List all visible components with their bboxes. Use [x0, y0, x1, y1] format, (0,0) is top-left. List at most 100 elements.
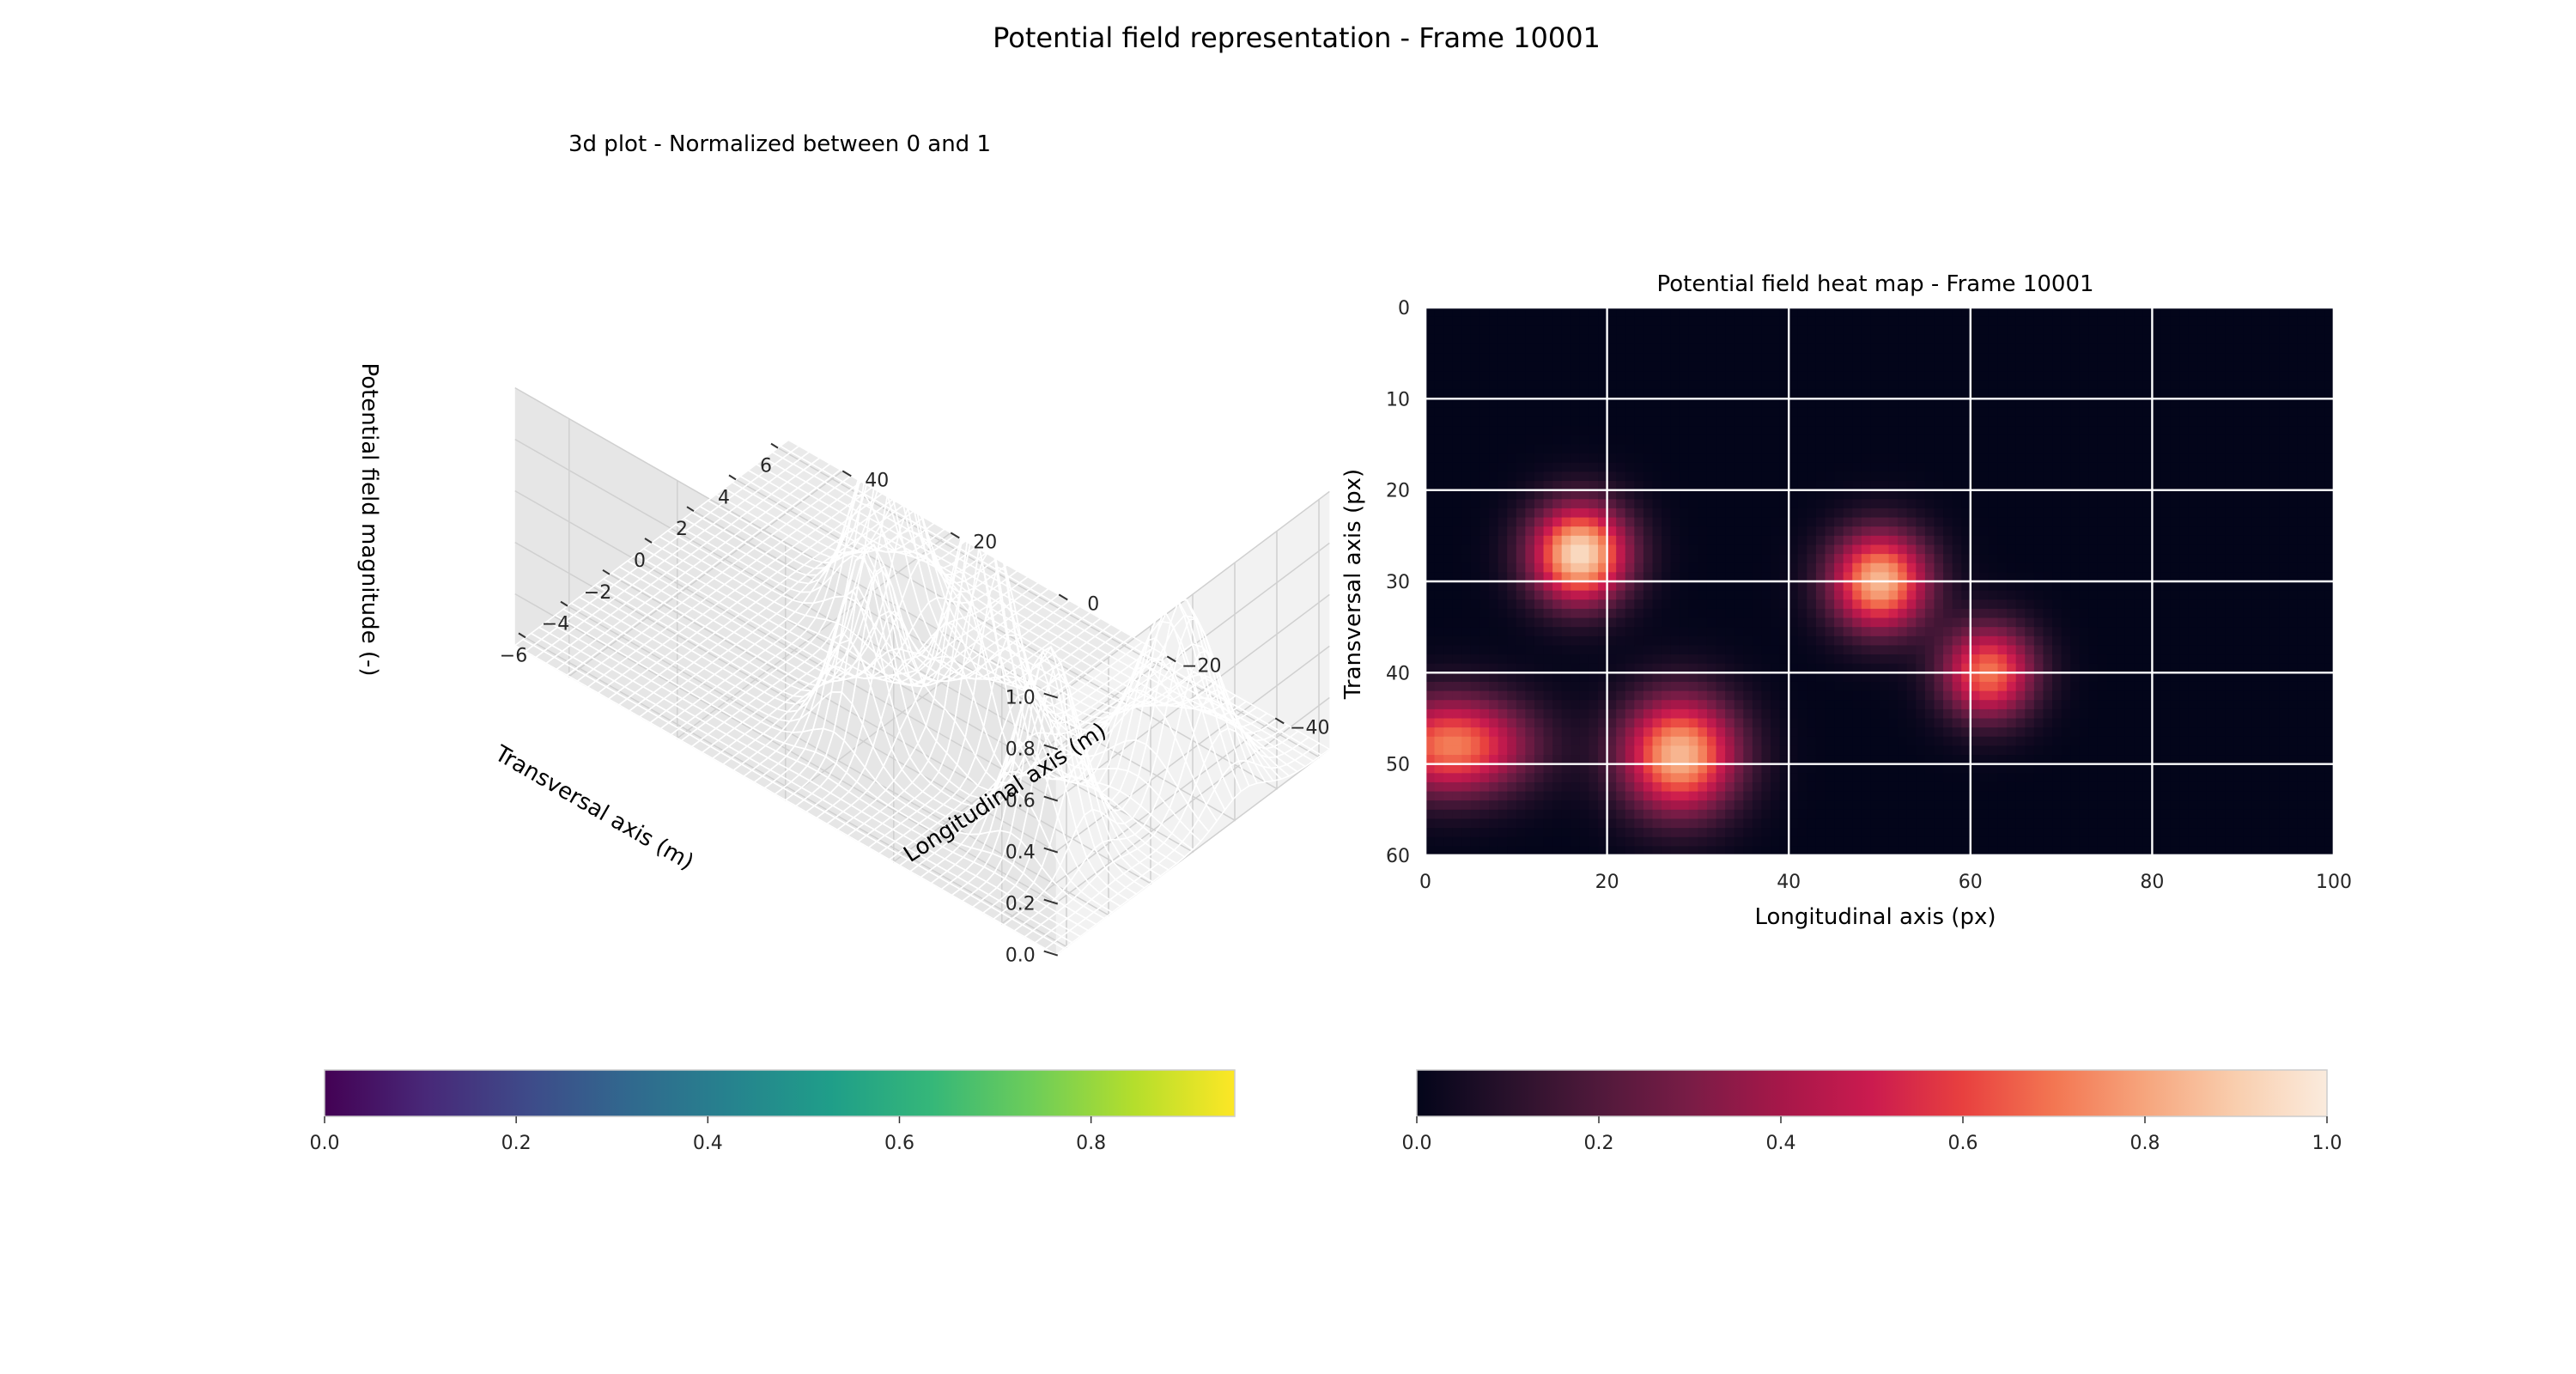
heat-cell	[1670, 435, 1680, 446]
heat-cell	[1761, 572, 1771, 582]
heat-cell	[1652, 407, 1662, 418]
heat-cell	[1688, 599, 1698, 610]
heat-cell	[1479, 627, 1490, 637]
heat-cell	[1843, 517, 1853, 527]
heat-cell	[1761, 791, 1771, 801]
heat-cell	[1698, 398, 1708, 409]
heat-cell	[1761, 663, 1771, 673]
heat-cell	[1634, 736, 1644, 746]
heat-cell	[1461, 755, 1472, 765]
heat-cell	[1734, 654, 1744, 665]
heat-cell	[1779, 307, 1789, 318]
heat-cell	[1662, 672, 1672, 683]
heat-cell	[1434, 836, 1444, 847]
heat-cell	[1525, 736, 1535, 746]
heat-cell	[1579, 708, 1590, 720]
heat-cell	[1443, 481, 1454, 491]
heat-cell	[1571, 745, 1581, 756]
heat-cell	[1571, 462, 1581, 472]
heat-cell	[1625, 462, 1635, 472]
heat-cell	[1680, 791, 1690, 801]
heat-cell	[1725, 526, 1735, 537]
heat-cell	[1616, 781, 1626, 793]
heat-cell	[1516, 645, 1526, 655]
heat-cell	[1616, 736, 1626, 746]
heat-cell	[1443, 325, 1454, 336]
heat-cell	[1507, 353, 1517, 363]
heat-cell	[1652, 581, 1662, 592]
heat-cell	[1571, 635, 1581, 647]
heat-cell	[1561, 608, 1571, 619]
heat-cell	[1825, 526, 1835, 537]
heat-cell	[1470, 435, 1481, 446]
heat-cell	[1552, 307, 1563, 318]
heat-cell	[1716, 590, 1726, 600]
heat-cell	[1706, 380, 1717, 391]
heat-cell	[1743, 800, 1753, 811]
heat-cell	[1543, 690, 1553, 701]
heat-cell	[1807, 554, 1817, 564]
heat-cell	[1543, 581, 1553, 592]
heat-cell	[1761, 554, 1771, 564]
heat-cell	[1688, 736, 1698, 746]
heat-cell	[1779, 334, 1789, 345]
heat-cell	[1543, 590, 1553, 600]
heat-cell	[1761, 316, 1771, 326]
heat-cell	[1507, 809, 1517, 820]
heat-cell	[1561, 836, 1571, 847]
heat-cell	[1743, 700, 1753, 710]
heat-cell	[1443, 663, 1454, 673]
heat-cell	[1843, 800, 1853, 811]
heat-cell	[1779, 755, 1789, 765]
heat-cell	[1789, 745, 1799, 756]
heat-cell	[1834, 407, 1844, 418]
heat-cell	[1716, 727, 1726, 738]
heat-cell	[1616, 846, 1626, 856]
heat-cell	[1607, 444, 1617, 454]
heat-cell	[1807, 435, 1817, 446]
heat-cell	[1470, 635, 1481, 647]
heat-cell	[1861, 809, 1872, 820]
heat-cell	[1716, 599, 1726, 610]
heat-cell	[1489, 599, 1499, 610]
heat-cell	[1579, 736, 1590, 746]
z-tick-mark	[1043, 744, 1059, 751]
heat-cell	[1852, 645, 1862, 655]
heat-cell	[1479, 672, 1490, 683]
heat-cell	[1543, 325, 1553, 336]
heat-cell	[1852, 617, 1862, 628]
heat-cell	[1598, 344, 1608, 354]
heat-cell	[1843, 745, 1853, 756]
heat-cell	[1662, 745, 1672, 756]
heat-cell	[1579, 599, 1590, 610]
heat-cell	[1552, 389, 1563, 399]
heat-cell	[1888, 544, 1899, 555]
heat-cell	[1825, 544, 1835, 555]
heat-cell	[1706, 508, 1717, 519]
heat-cell	[1843, 334, 1853, 345]
heat-cell	[1734, 325, 1744, 336]
heat-cell	[1589, 690, 1599, 701]
heat-cell	[1789, 572, 1799, 582]
heat-cell	[1525, 499, 1535, 509]
heat-cell	[1807, 499, 1817, 509]
heat-cell	[1643, 663, 1654, 673]
heat-cell	[1888, 736, 1899, 746]
heat-cell	[1807, 763, 1817, 774]
heat-cell	[1888, 590, 1899, 600]
heat-cell	[1561, 708, 1571, 720]
heat-cell	[1771, 745, 1781, 756]
heat-cell	[1880, 544, 1890, 555]
heat-cell	[1825, 307, 1835, 318]
heat-cell	[1752, 736, 1763, 746]
heat-cell	[1634, 581, 1644, 592]
heat-cell	[1898, 334, 1908, 345]
heat-cell	[1706, 499, 1717, 509]
heat-cell	[1452, 462, 1462, 472]
heat-cell	[1725, 398, 1735, 409]
heat-cell	[1516, 846, 1526, 856]
heat-cell	[1706, 627, 1717, 637]
heat-cell	[1888, 755, 1899, 765]
heat-cell	[1662, 499, 1672, 509]
heat-cell	[1552, 809, 1563, 820]
